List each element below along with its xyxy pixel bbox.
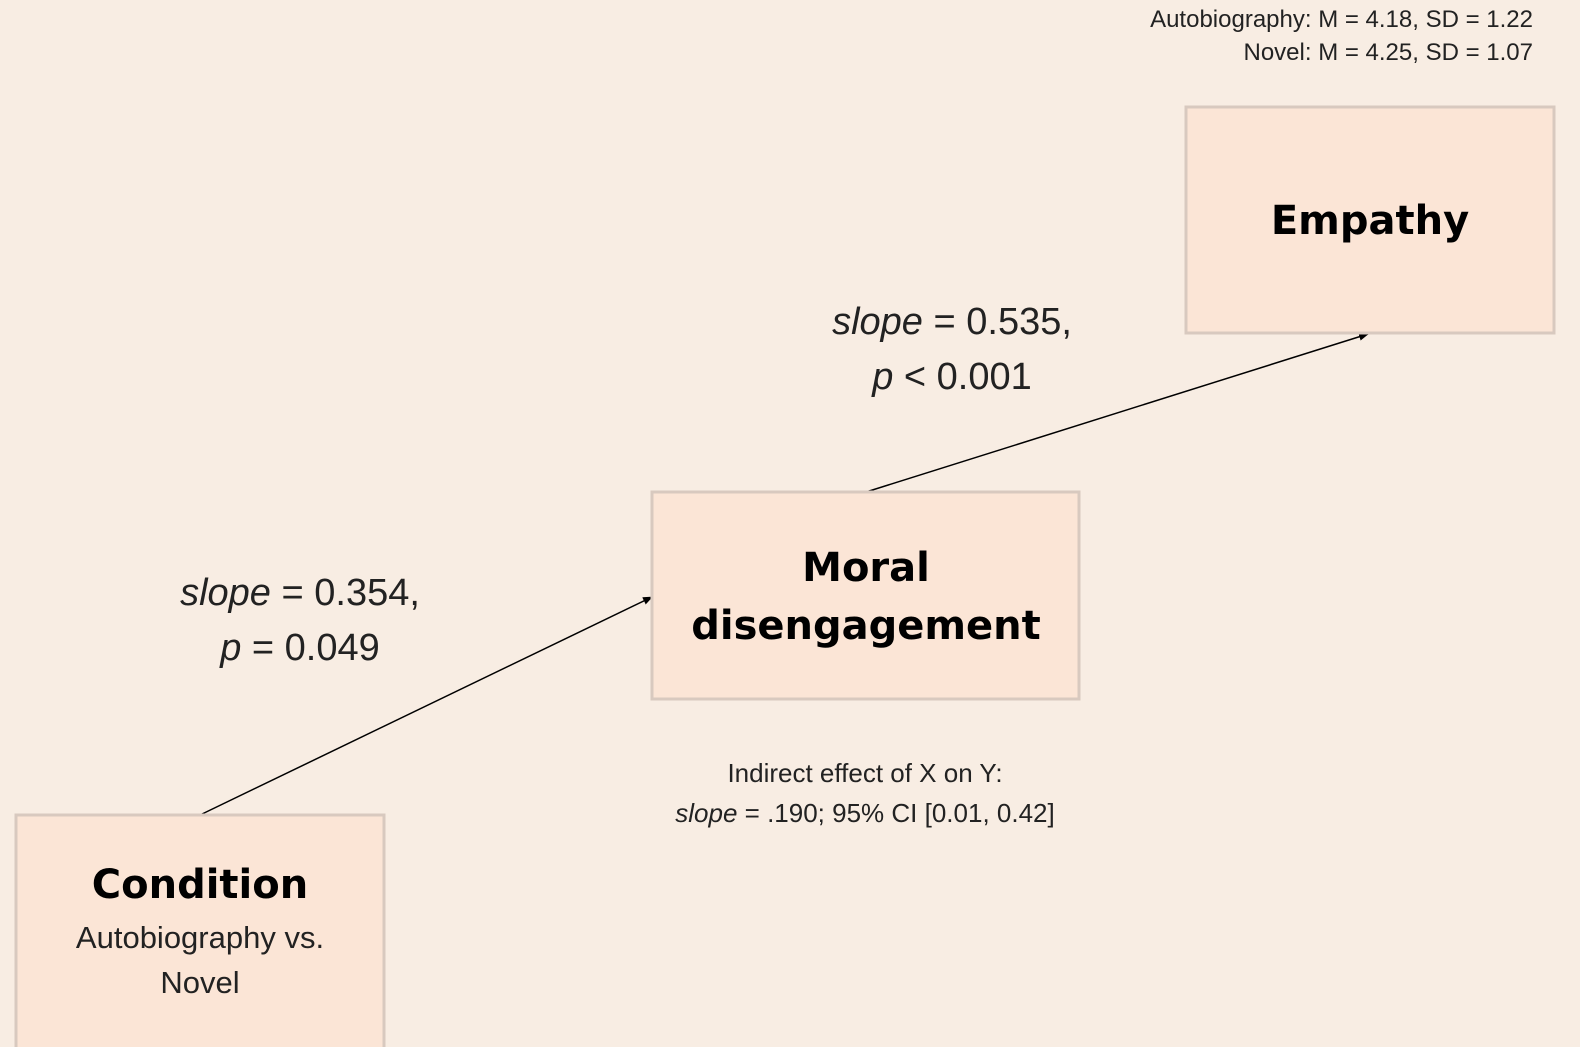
node-sublabel: Autobiography vs. [76, 920, 324, 955]
term: p [219, 627, 241, 669]
node-label: Empathy [1271, 198, 1469, 244]
node-box [650, 490, 1081, 701]
edge-label-line: p < 0.001 [871, 356, 1032, 398]
node-label: Condition [92, 862, 308, 908]
node-label: disengagement [691, 603, 1041, 649]
value: = .190; 95% CI [0.01, 0.42] [745, 798, 1055, 828]
value: = 0.049 [252, 627, 380, 669]
term: slope [180, 572, 271, 614]
arrow [199, 596, 653, 816]
term: slope [832, 301, 923, 343]
edge-label-line: slope = 0.535, [832, 301, 1072, 343]
indirect-line: slope = .190; 95% CI [0.01, 0.42] [675, 798, 1054, 828]
value: < 0.001 [904, 356, 1032, 398]
value: = 0.354, [282, 572, 420, 614]
note: Autobiography: M = 4.18, SD = 1.22 Novel… [1150, 6, 1533, 66]
node-label: Moral [802, 545, 930, 591]
indirect-heading: Indirect effect of X on Y: [727, 758, 1002, 788]
edge-label: slope = 0.354, p = 0.049 slope = 0.535, … [180, 301, 1072, 669]
node-box [1184, 105, 1556, 335]
arrow [865, 332, 1369, 493]
edge-label-line: slope = 0.354, [180, 572, 420, 614]
edge-label-line: p = 0.049 [219, 627, 380, 669]
note-line: Autobiography: M = 4.18, SD = 1.22 [1150, 6, 1533, 33]
term: slope [675, 798, 737, 828]
node-sublabel: Novel [160, 965, 239, 1000]
value: = 0.535, [934, 301, 1072, 343]
note-line: Novel: M = 4.25, SD = 1.07 [1244, 39, 1534, 66]
indirect-effect: Indirect effect of X on Y: slope = .190;… [675, 758, 1054, 828]
node-box [14, 813, 386, 1047]
term: p [871, 356, 893, 398]
